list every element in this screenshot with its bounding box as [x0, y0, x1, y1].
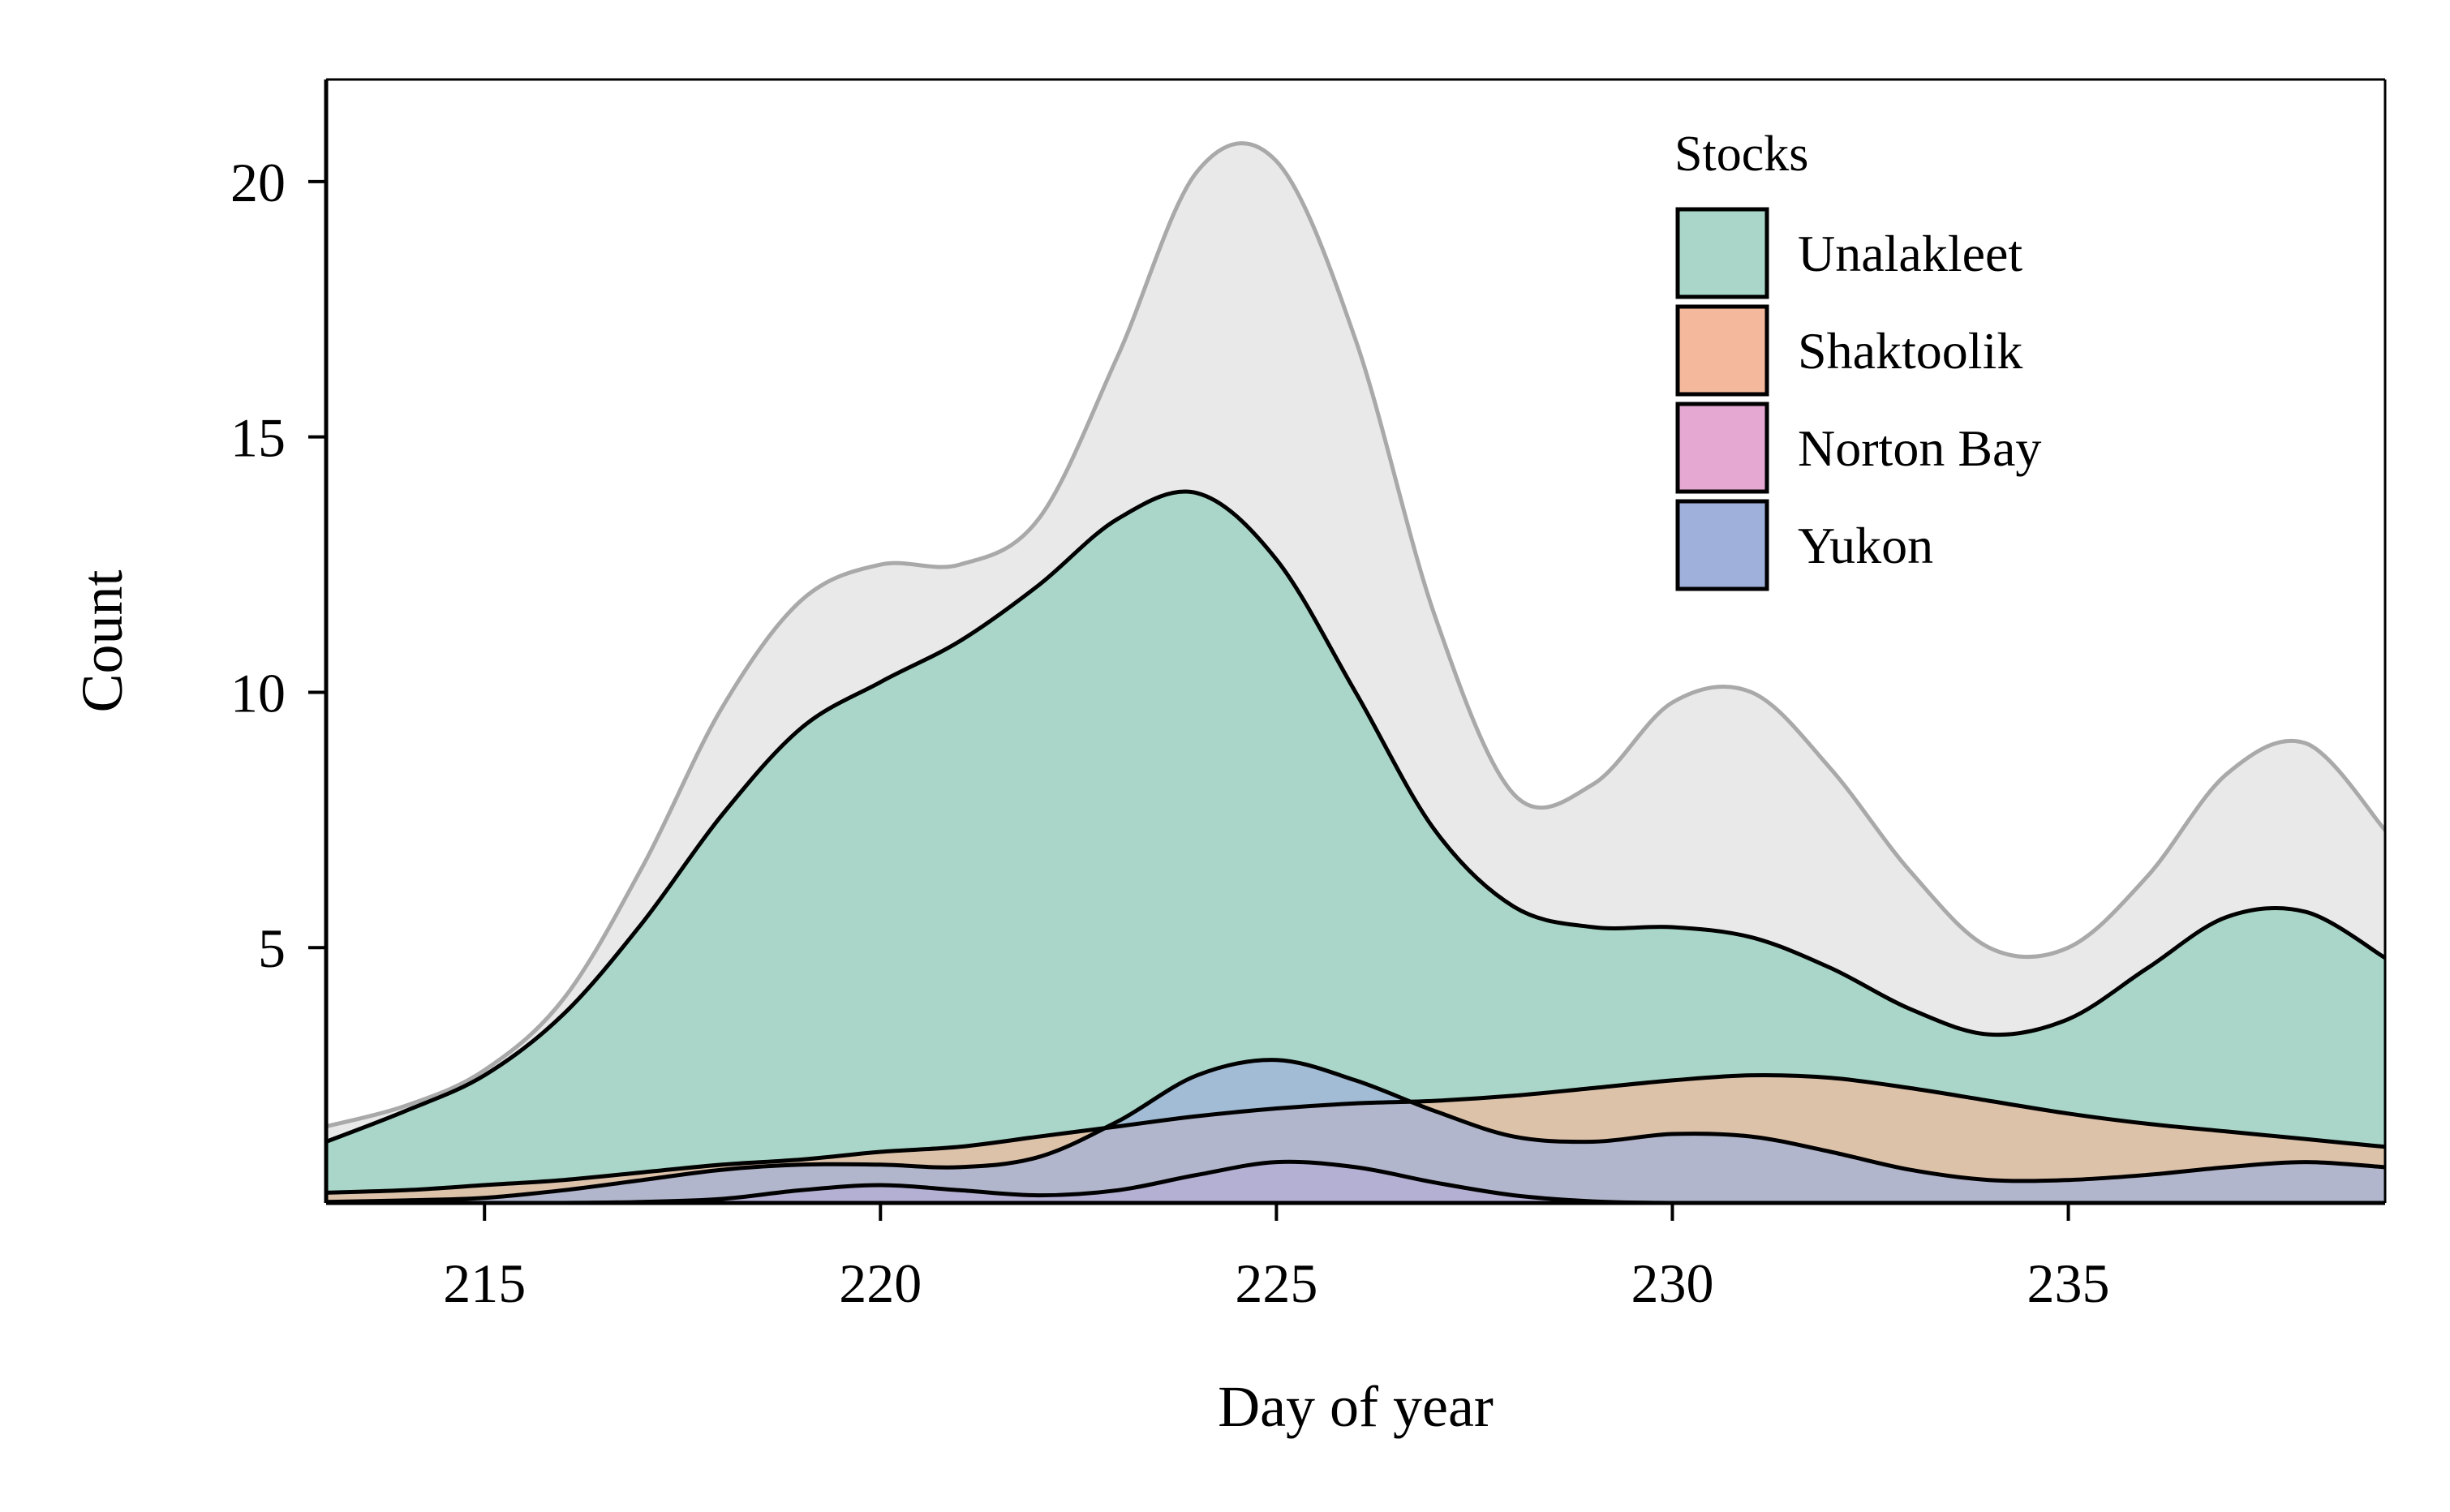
legend-swatch-norton-bay [1675, 402, 1769, 494]
series-area-unalakleet [326, 491, 2385, 1203]
legend-label-unalakleet: Unalakleet [1798, 225, 2022, 282]
y-tick-label: 15 [230, 407, 286, 469]
legend-label-norton-bay: Norton Bay [1798, 419, 2041, 477]
y-tick-label: 5 [258, 917, 286, 979]
x-axis-title: Day of year [1218, 1374, 1494, 1439]
legend-title: Stocks [1674, 127, 1808, 182]
x-tick-label: 230 [1631, 1252, 1713, 1314]
y-tick-label: 20 [230, 152, 286, 213]
x-tick-label: 220 [839, 1252, 922, 1314]
x-tick-label: 215 [443, 1252, 526, 1314]
legend-swatch-unalakleet [1675, 207, 1769, 299]
series-line-unalakleet [326, 489, 2385, 1144]
legend-label-shaktoolik: Shaktoolik [1798, 322, 2022, 380]
series-line-yukon [326, 1058, 2385, 1203]
legend-label-yukon: Yukon [1798, 517, 1933, 574]
total-line [326, 141, 2385, 1129]
series-area-yukon [326, 1059, 2385, 1203]
legend-swatch-yukon [1675, 499, 1769, 591]
series-line-shaktoolik [326, 1072, 2385, 1195]
x-tick-label: 225 [1235, 1252, 1317, 1314]
legend: Stocks Unalakleet Shaktoolik Norton Bay Yuk… [1674, 127, 2041, 591]
legend-swatch-shaktoolik [1675, 304, 1769, 397]
x-tick-label: 235 [2027, 1252, 2110, 1314]
y-axis-title: Count [70, 569, 135, 712]
y-tick-label: 10 [230, 662, 286, 724]
